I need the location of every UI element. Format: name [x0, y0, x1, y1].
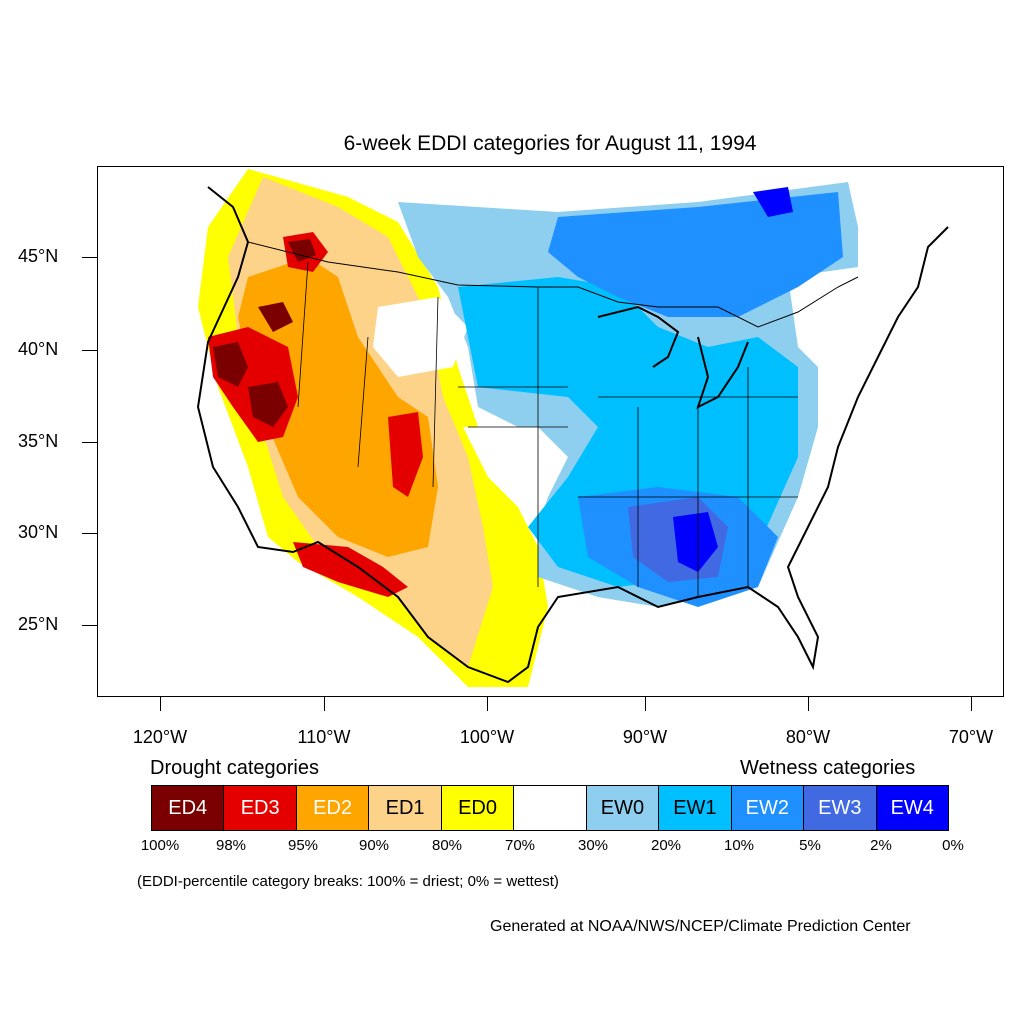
lon-label-70: 70°W: [948, 727, 994, 747]
region-ew4-a: [673, 512, 718, 572]
wetness-categories-heading: Wetness categories: [740, 757, 916, 779]
region-ew4-b: [753, 187, 793, 217]
canada-border: [247, 241, 859, 328]
lat-label-30: 30°N: [18, 522, 59, 542]
lat-tick-30: [82, 533, 97, 534]
region-normal-b: [373, 297, 468, 377]
eddi-map: [196, 169, 949, 687]
region-ed4-c: [288, 239, 316, 262]
percentile-80: 80%: [431, 837, 463, 854]
region-normal-c: [788, 267, 863, 387]
legend-cell-ew4: EW4: [876, 786, 948, 830]
region-normal-a: [463, 427, 568, 507]
percentile-0: 0%: [942, 837, 964, 854]
lat-tick-25: [82, 625, 97, 626]
legend-cell-ew1: EW1: [659, 786, 732, 830]
percentile-10: 10%: [723, 837, 755, 854]
lon-tick-70: [971, 697, 972, 711]
lon-tick-100: [487, 697, 488, 711]
legend-cell-ew3: EW3: [804, 786, 877, 830]
lon-tick-90: [645, 697, 646, 711]
percentile-100: 100%: [140, 837, 180, 854]
region-ed4-a: [213, 342, 248, 387]
percentile-70: 70%: [504, 837, 536, 854]
legend-cell-ed4: ED4: [152, 786, 225, 830]
coastline: [196, 186, 949, 684]
lon-label-120: 120°W: [132, 727, 188, 747]
lat-tick-45: [82, 257, 97, 258]
lon-label-100: 100°W: [459, 727, 515, 747]
lat-label-35: 35°N: [18, 431, 59, 451]
lon-label-90: 90°W: [622, 727, 668, 747]
lat-label-25: 25°N: [18, 614, 59, 634]
lon-tick-80: [808, 697, 809, 711]
lon-label-80: 80°W: [785, 727, 831, 747]
legend-cell-ed2: ED2: [296, 786, 370, 830]
legend-cell-ed1: ED1: [369, 786, 442, 830]
percentile-30: 30%: [577, 837, 609, 854]
legend-cell-ed0: ED0: [441, 786, 515, 830]
map-title: 6-week EDDI categories for August 11, 19…: [343, 132, 757, 155]
percentile-20: 20%: [650, 837, 682, 854]
region-ed4-b: [248, 382, 288, 427]
category-breaks-note: (EDDI-percentile category breaks: 100% =…: [137, 873, 559, 890]
region-ew2-north: [548, 192, 843, 317]
legend-cell-ed3: ED3: [224, 786, 297, 830]
percentile-98: 98%: [215, 837, 247, 854]
lon-tick-110: [324, 697, 325, 711]
percentile-95: 95%: [287, 837, 319, 854]
lat-tick-40: [82, 350, 97, 351]
legend-cell-ew2: EW2: [731, 786, 805, 830]
lat-label-40: 40°N: [18, 339, 59, 359]
lat-tick-35: [82, 442, 97, 443]
percentile-2: 2%: [870, 837, 892, 854]
lat-label-45: 45°N: [18, 246, 59, 266]
map-panel: [97, 166, 1004, 697]
region-ed4-d: [258, 302, 293, 332]
lon-tick-120: [160, 697, 161, 711]
state-lines: [297, 261, 798, 597]
region-ed3-d: [388, 412, 423, 497]
category-legend: ED4 ED3 ED2 ED1 ED0 EW0 EW1 EW2 EW3 EW4: [151, 785, 949, 831]
lon-label-110: 110°W: [297, 727, 351, 747]
legend-cell-normal: [514, 786, 587, 830]
percentile-90: 90%: [358, 837, 390, 854]
region-ed2: [238, 257, 438, 557]
legend-cell-ew0: EW0: [586, 786, 660, 830]
credit-line: Generated at NOAA/NWS/NCEP/Climate Predi…: [490, 918, 911, 935]
great-lakes: [597, 305, 749, 409]
drought-categories-heading: Drought categories: [150, 757, 319, 779]
percentile-5: 5%: [799, 837, 821, 854]
